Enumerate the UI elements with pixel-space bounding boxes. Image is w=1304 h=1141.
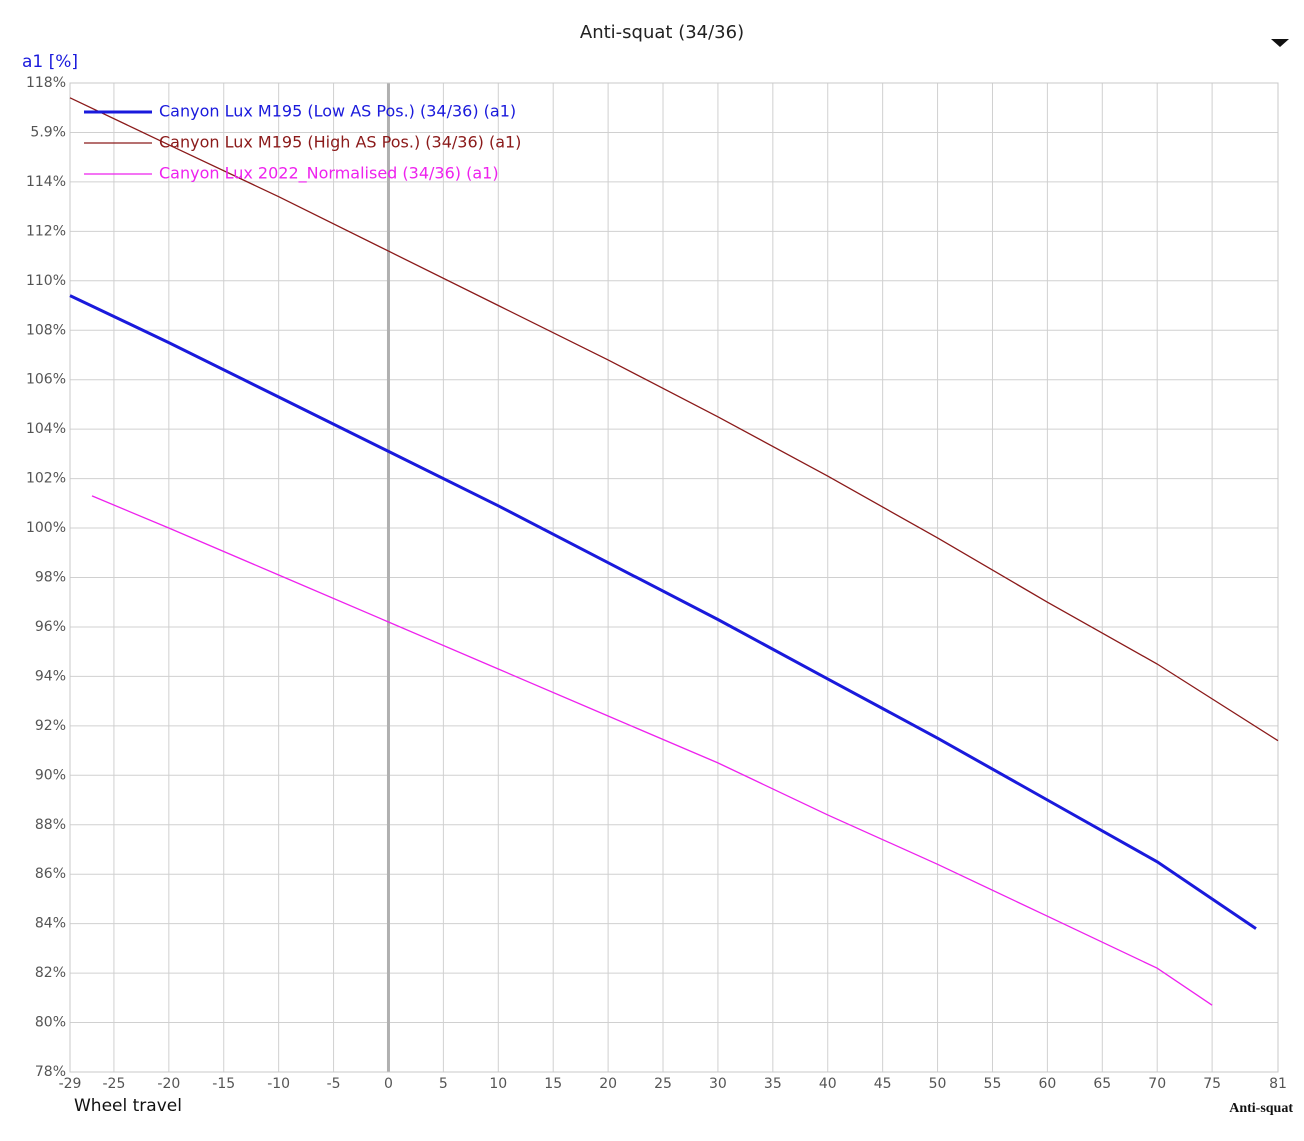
y-tick-label: 112% [26, 223, 66, 239]
grid: 78%80%82%84%86%88%90%92%94%96%98%100%102… [26, 75, 1287, 1092]
series-line [69, 294, 1257, 930]
y-tick-label: 88% [35, 817, 66, 833]
x-axis-label: Wheel travel [74, 1096, 182, 1116]
legend-label: Canyon Lux M195 (High AS Pos.) (34/36) (… [159, 133, 521, 152]
x-tick-label: 70 [1148, 1076, 1166, 1092]
legend-label: Canyon Lux M195 (Low AS Pos.) (34/36) (a… [159, 102, 516, 121]
y-tick-label: 100% [26, 520, 66, 536]
y-tick-label: 80% [35, 1015, 66, 1031]
chart-title: Anti-squat (34/36) [580, 22, 744, 43]
x-tick-label: 0 [384, 1076, 393, 1092]
y-tick-label: 84% [35, 916, 66, 932]
y-axis-label: a1 [%] [22, 52, 78, 72]
x-tick-label: 20 [599, 1076, 617, 1092]
y-tick-label: 92% [35, 718, 66, 734]
x-tick-label: 60 [1038, 1076, 1056, 1092]
x-tick-label: 25 [654, 1076, 672, 1092]
y-tick-label: 102% [26, 471, 66, 487]
plot-lines [69, 97, 1279, 1006]
y-tick-label: 106% [26, 372, 66, 388]
y-tick-label: 104% [26, 421, 66, 437]
x-tick-label: -5 [327, 1076, 341, 1092]
x-tick-label: -10 [267, 1076, 290, 1092]
x-tick-label: 15 [544, 1076, 562, 1092]
legend-label: Canyon Lux 2022_Normalised (34/36) (a1) [159, 164, 499, 184]
y-tick-label: 86% [35, 866, 66, 882]
x-tick-label: 35 [764, 1076, 782, 1092]
x-tick-label: 45 [874, 1076, 892, 1092]
x-tick-label: 65 [1093, 1076, 1111, 1092]
corner-label: Anti-squat [1229, 1101, 1293, 1116]
x-tick-label: -15 [212, 1076, 235, 1092]
y-tick-label: 98% [35, 570, 66, 586]
x-tick-label: 50 [929, 1076, 947, 1092]
y-tick-label: 5.9% [30, 124, 66, 140]
y-tick-label: 114% [26, 174, 66, 190]
y-tick-label: 108% [26, 322, 66, 338]
legend: Canyon Lux M195 (Low AS Pos.) (34/36) (a… [84, 102, 521, 184]
x-tick-label: -25 [102, 1076, 125, 1092]
series-line [69, 97, 1279, 742]
y-tick-label: 90% [35, 767, 66, 783]
dropdown-arrow[interactable] [1271, 39, 1289, 47]
y-tick-label: 82% [35, 965, 66, 981]
y-tick-label: 94% [35, 668, 66, 684]
series-line [91, 495, 1213, 1006]
y-tick-label: 110% [26, 273, 66, 289]
plot-frame [69, 82, 1279, 1073]
x-tick-label: 5 [439, 1076, 448, 1092]
x-tick-label: -29 [59, 1076, 82, 1092]
x-tick-label: 81 [1269, 1076, 1287, 1092]
x-tick-label: 10 [489, 1076, 507, 1092]
y-tick-label: 96% [35, 619, 66, 635]
x-tick-label: -20 [157, 1076, 180, 1092]
y-tick-label: 78% [35, 1064, 66, 1080]
x-tick-label: 40 [819, 1076, 837, 1092]
x-tick-label: 30 [709, 1076, 727, 1092]
y-tick-label: 118% [26, 75, 66, 91]
x-tick-label: 55 [984, 1076, 1002, 1092]
x-tick-label: 75 [1203, 1076, 1221, 1092]
